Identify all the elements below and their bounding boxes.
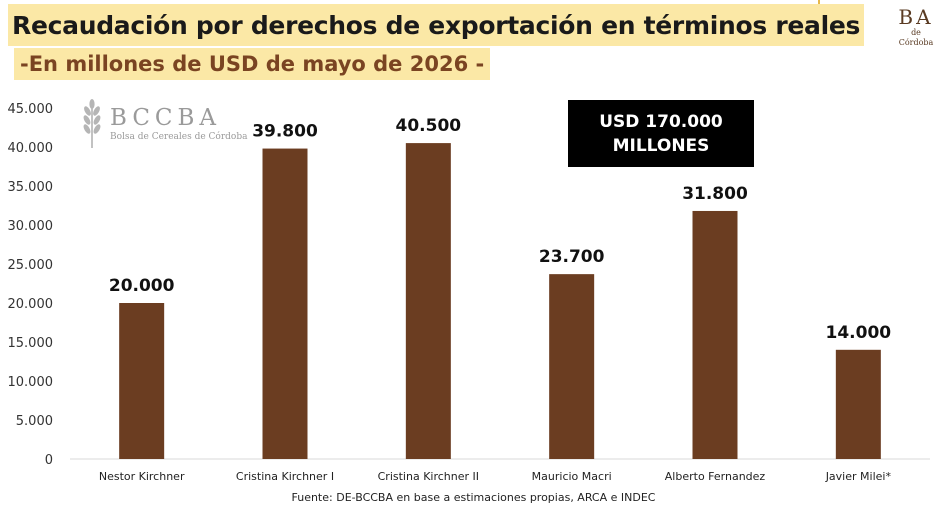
- total-callout-unit: MILLONES: [612, 135, 710, 156]
- data-label: 40.500: [396, 116, 462, 136]
- x-tick-label: Nestor Kirchner: [99, 470, 185, 483]
- x-tick-label: Alberto Fernandez: [665, 470, 766, 483]
- data-label: 39.800: [252, 122, 318, 142]
- y-tick-label: 30.000: [8, 219, 54, 234]
- decorative-line: [818, 0, 820, 4]
- wheat-icon: [83, 99, 101, 148]
- chart-title: Recaudación por derechos de exportación …: [12, 10, 861, 40]
- corner-logo-subtitle: de Córdoba: [898, 28, 934, 47]
- chart-subtitle-banner: -En millones de USD de mayo de 2026 -: [14, 48, 491, 80]
- corner-logo-letters: BA: [898, 5, 934, 29]
- y-tick-label: 35.000: [8, 180, 54, 195]
- watermark-name: BCCBA: [110, 105, 222, 131]
- bar: [262, 148, 308, 459]
- chart-labels: 20.000 Nestor Kirchner 39.800 Cristina Kirc…: [99, 116, 892, 483]
- x-tick-label: Cristina Kirchner I: [236, 470, 334, 483]
- data-label: 31.800: [682, 184, 748, 204]
- data-label: 23.700: [539, 247, 605, 267]
- chart-title-banner: Recaudación por derechos de exportación …: [8, 4, 865, 46]
- y-tick-label: 20.000: [8, 297, 54, 312]
- data-label: 20.000: [109, 276, 175, 296]
- watermark-fullname: Bolsa de Cereales de Córdoba: [110, 132, 248, 142]
- y-tick-label: 40.000: [8, 141, 54, 156]
- y-tick-label: 5.000: [16, 414, 53, 429]
- x-tick-label: Cristina Kirchner II: [378, 470, 479, 483]
- y-tick-label: 15.000: [8, 336, 54, 351]
- bar: [692, 210, 738, 459]
- bar: [549, 274, 595, 459]
- bar: [119, 303, 165, 459]
- data-label: 14.000: [826, 323, 892, 343]
- chart-bars: [119, 143, 881, 459]
- y-tick-label: 45.000: [8, 102, 54, 117]
- source-note: Fuente: DE-BCCBA en base a estimaciones …: [291, 491, 656, 504]
- chart-axes: 0 5.000 10.000 15.000 20.000 25.000 30.000 35.0…: [8, 102, 930, 468]
- bccba-watermark: BCCBA Bolsa de Cereales de Córdoba: [80, 98, 247, 150]
- x-tick-label: Mauricio Macri: [532, 470, 612, 483]
- corner-logo: BA de Córdoba: [893, 6, 939, 48]
- x-tick-label: Javier Milei*: [825, 470, 892, 483]
- chart-subtitle: -En millones de USD de mayo de 2026 -: [20, 52, 485, 76]
- total-callout-amount: USD 170.000: [599, 111, 723, 132]
- bar: [835, 349, 881, 459]
- y-tick-label: 0: [45, 453, 53, 468]
- total-callout: USD 170.000 MILLONES: [568, 100, 754, 167]
- bar: [405, 143, 451, 459]
- y-tick-label: 10.000: [8, 375, 54, 390]
- y-tick-label: 25.000: [8, 258, 54, 273]
